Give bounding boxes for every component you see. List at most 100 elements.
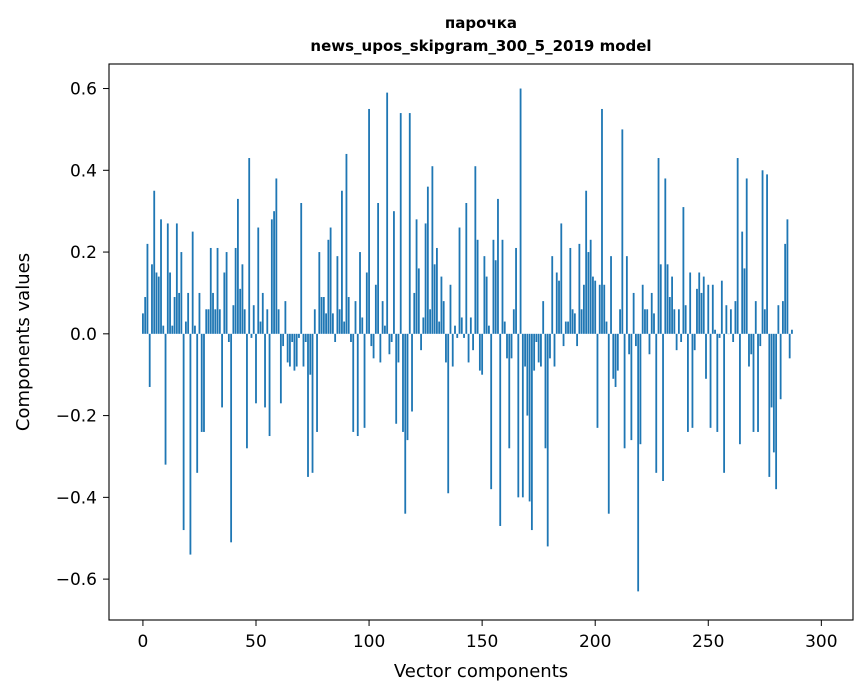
bar-127 [429, 309, 432, 334]
bar-71 [302, 333, 305, 367]
bar-132 [440, 276, 443, 334]
bar-110 [390, 333, 393, 342]
bar-142 [463, 333, 465, 338]
bar-170 [526, 333, 529, 416]
bar-15 [175, 223, 178, 334]
bar-111 [393, 211, 395, 334]
bar-119 [411, 333, 413, 412]
bar-152 [485, 276, 488, 334]
bar-180 [549, 333, 551, 359]
bar-238 [680, 333, 683, 342]
bar-193 [578, 243, 581, 334]
bar-207 [610, 256, 612, 334]
bar-121 [415, 219, 418, 334]
bar-178 [544, 333, 547, 449]
bar-197 [587, 252, 590, 334]
bar-9 [162, 325, 165, 334]
bar-252 [711, 284, 714, 334]
bar-99 [365, 272, 368, 334]
bar-128 [431, 166, 434, 334]
bar-210 [616, 333, 619, 371]
y-tick-label-6: 0.6 [70, 80, 97, 100]
bar-87 [338, 309, 341, 334]
bar-16 [178, 292, 181, 334]
bar-226 [653, 313, 655, 334]
bar-278 [770, 333, 773, 408]
bar-148 [476, 239, 479, 334]
bar-163 [510, 333, 513, 359]
bar-225 [650, 292, 653, 334]
bar-12 [169, 272, 171, 334]
bar-78 [318, 252, 321, 334]
bar-42 [237, 198, 239, 334]
bar-254 [716, 333, 719, 432]
bar-281 [777, 305, 780, 334]
bar-65 [289, 333, 291, 367]
bar-181 [551, 256, 554, 334]
bar-145 [469, 317, 472, 334]
bar-43 [239, 288, 242, 334]
bar-271 [754, 301, 757, 334]
bar-95 [356, 333, 359, 437]
bar-130 [436, 247, 438, 334]
bar-266 [743, 268, 746, 334]
bar-154 [490, 333, 493, 490]
bar-260 [729, 309, 732, 334]
bar-245 [696, 288, 698, 334]
bar-50 [255, 333, 257, 404]
x-tick-label-4: 200 [579, 632, 611, 652]
bar-67 [293, 333, 296, 371]
bar-286 [788, 333, 791, 359]
bar-208 [612, 333, 615, 379]
y-tick-label-3: 0.0 [70, 325, 97, 345]
bar-106 [381, 301, 384, 334]
bar-164 [512, 309, 515, 334]
bar-263 [736, 158, 739, 334]
bar-22 [191, 231, 194, 334]
bar-14 [173, 297, 176, 334]
bar-137 [451, 333, 454, 367]
bar-231 [664, 178, 667, 334]
bar-186 [562, 333, 565, 347]
bar-158 [499, 333, 502, 526]
bar-20 [187, 292, 190, 334]
bar-224 [648, 333, 651, 355]
bar-143 [465, 203, 468, 334]
bar-246 [698, 272, 701, 334]
bar-166 [517, 333, 520, 498]
bar-227 [655, 333, 658, 473]
bar-91 [347, 297, 350, 334]
bar-272 [757, 333, 759, 432]
bar-30 [209, 247, 212, 334]
bar-107 [383, 325, 386, 334]
bar-28 [205, 309, 208, 334]
bar-248 [702, 276, 705, 334]
bar-82 [327, 239, 330, 334]
bar-2 [146, 243, 149, 334]
bar-17 [180, 252, 183, 334]
bar-190 [571, 309, 574, 334]
bar-58 [273, 211, 275, 334]
bar-155 [492, 239, 495, 334]
bar-83 [329, 227, 332, 334]
bar-11 [166, 223, 169, 334]
bar-236 [675, 333, 678, 351]
x-tick-label-0: 0 [138, 632, 149, 652]
bar-51 [257, 227, 260, 334]
bar-59 [275, 178, 278, 334]
bar-141 [460, 317, 463, 334]
bar-23 [194, 325, 196, 334]
y-tick-label-4: 0.2 [70, 243, 97, 263]
bar-162 [508, 333, 511, 449]
bar-262 [734, 301, 737, 334]
bar-182 [553, 333, 556, 367]
bar-39 [230, 333, 233, 543]
bar-62 [282, 333, 285, 347]
bar-274 [761, 170, 764, 334]
bar-115 [402, 333, 404, 432]
bar-212 [621, 129, 624, 334]
bar-249 [705, 333, 707, 379]
bar-176 [540, 333, 542, 367]
bar-219 [637, 333, 640, 592]
bar-136 [449, 284, 452, 334]
